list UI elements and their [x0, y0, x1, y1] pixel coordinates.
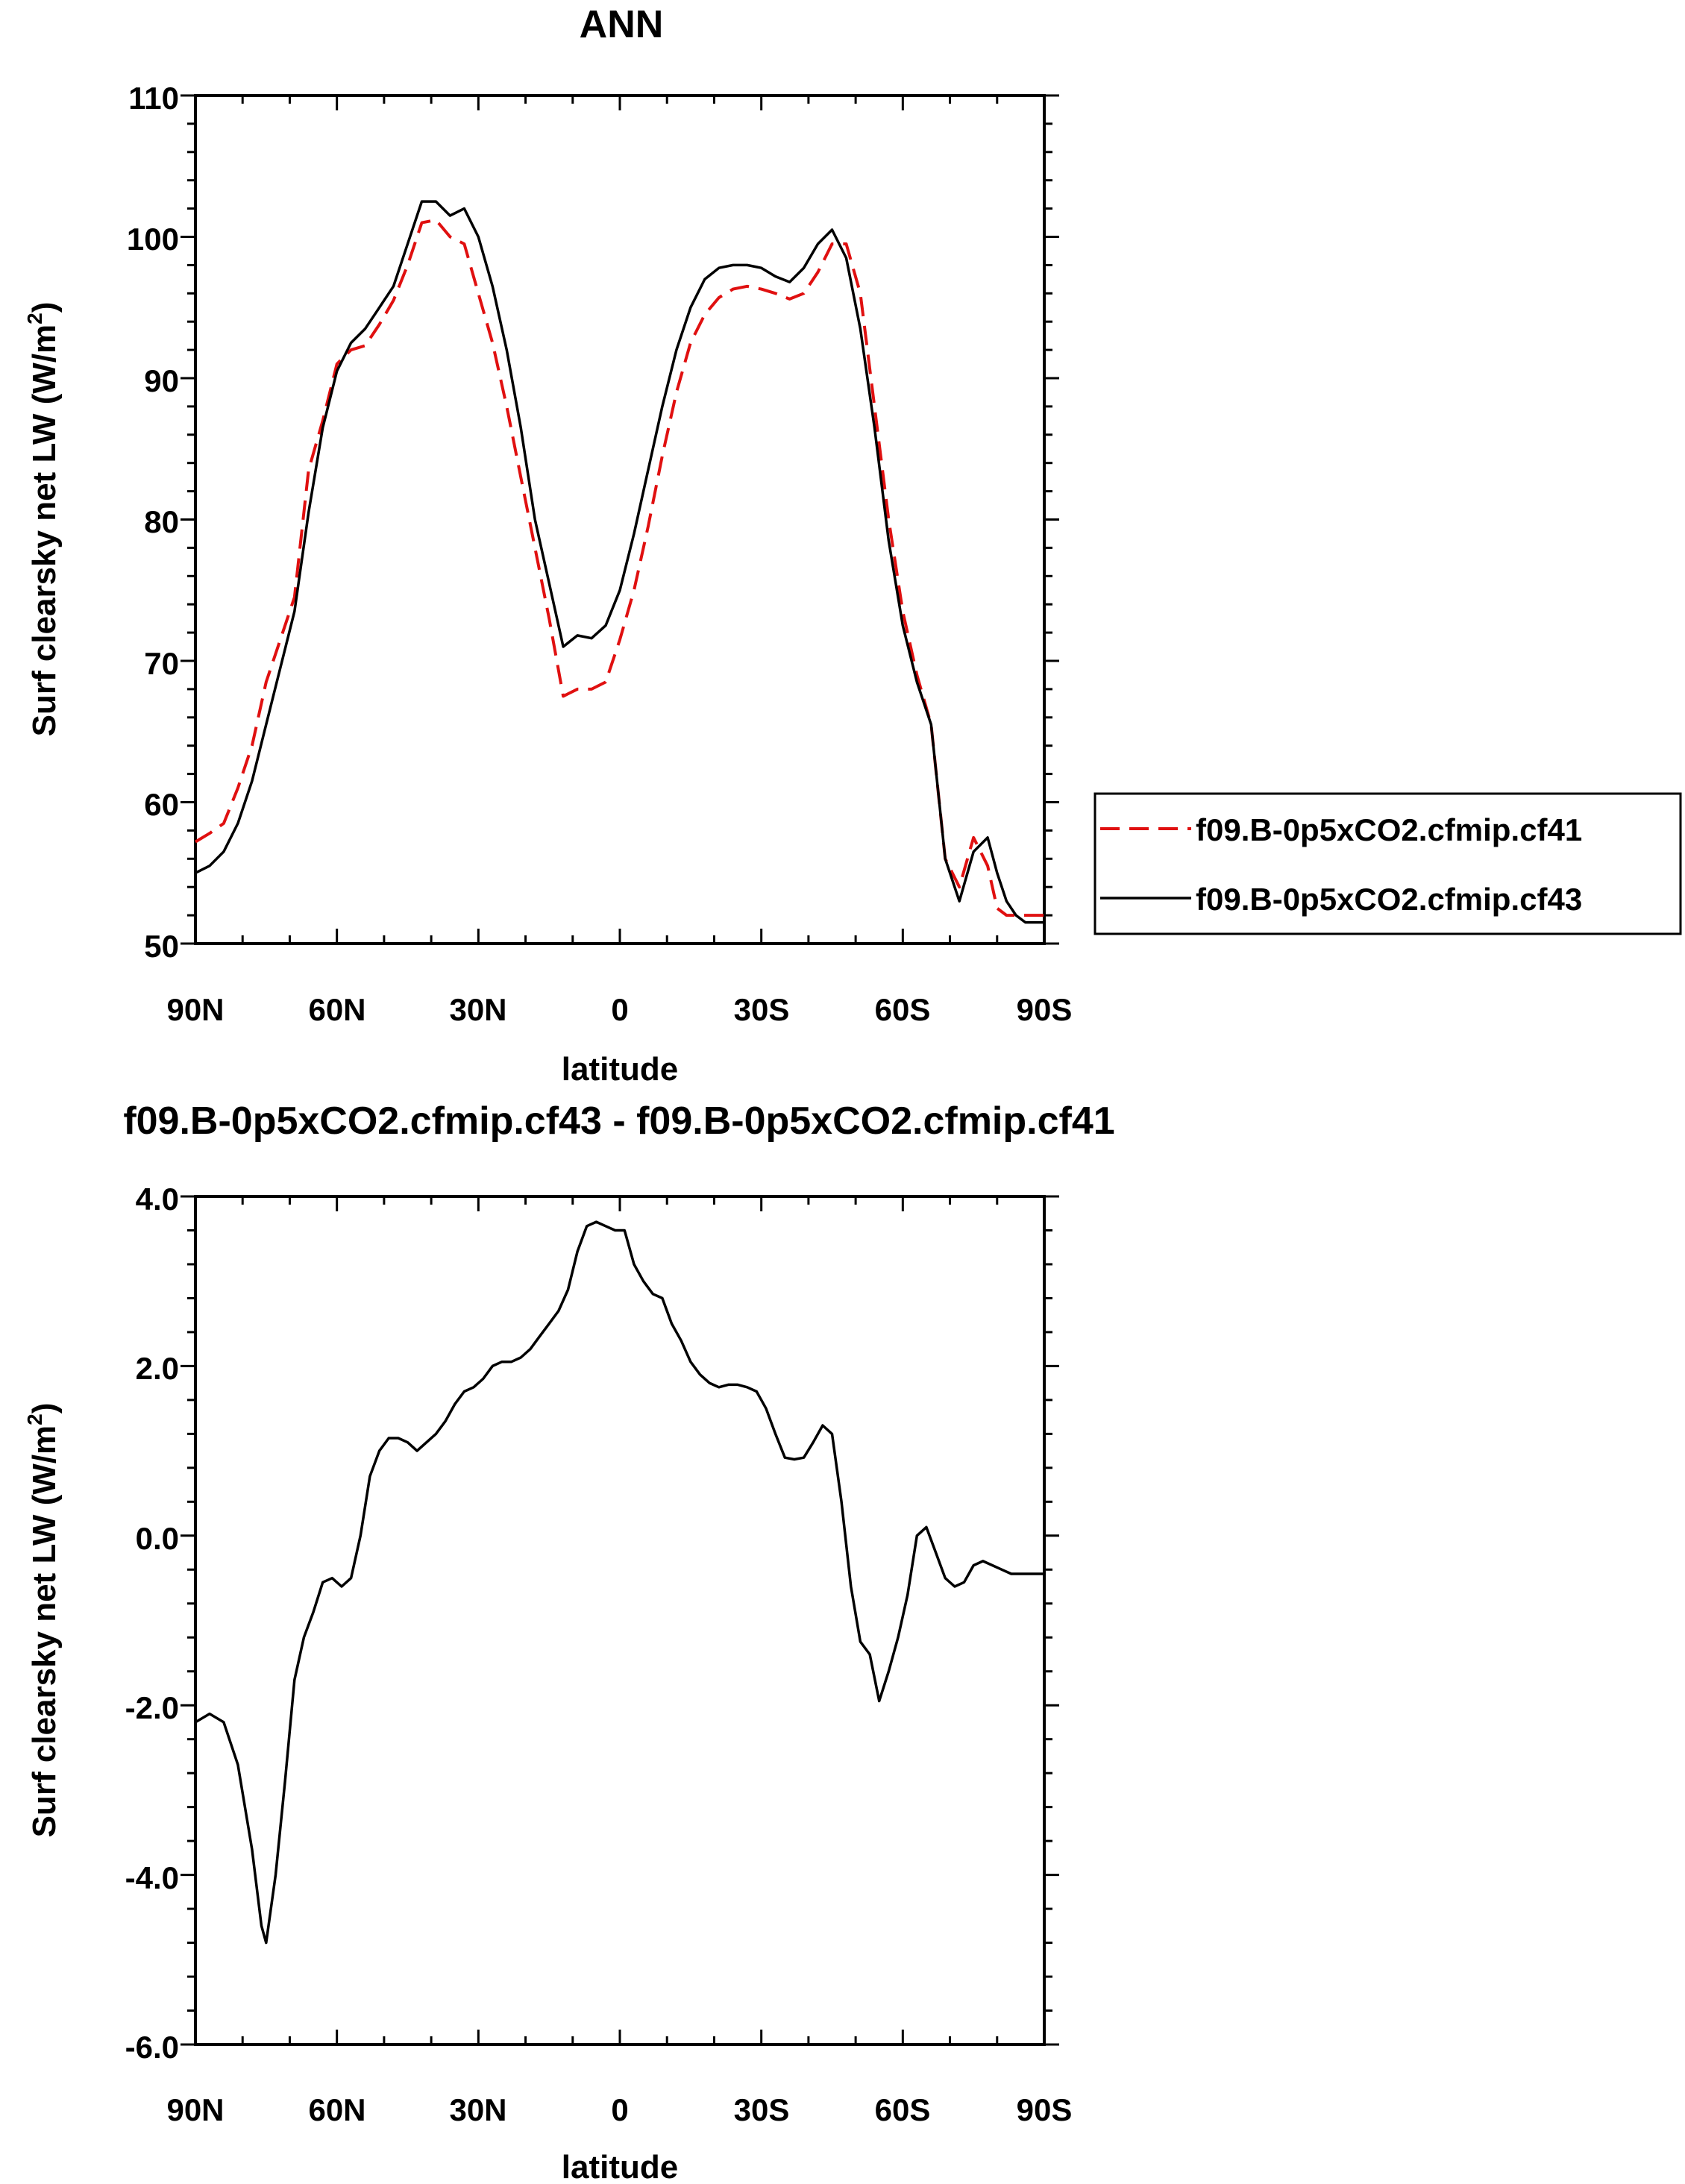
- top-xtick-label-30S: 30S: [734, 992, 790, 1027]
- top-ytick-label-110: 110: [128, 81, 179, 116]
- top-ytick-label-80: 80: [144, 504, 179, 539]
- top-xtick-label-30N: 30N: [449, 992, 506, 1027]
- bottom-xtick-label-60N: 60N: [308, 2092, 365, 2127]
- top-ytick-label-60: 60: [144, 787, 179, 822]
- top-chart-title: ANN: [580, 3, 664, 46]
- top-xtick-label-0: 0: [611, 992, 628, 1027]
- bottom-y-axis-label-sup: 2: [23, 1413, 46, 1425]
- bottom-chart-title: f09.B-0p5xCO2.cfmip.cf43 - f09.B-0p5xCO2…: [123, 1099, 1114, 1143]
- bottom-xtick-label-30S: 30S: [734, 2092, 790, 2127]
- top-plot-frame: [194, 94, 1046, 945]
- bottom-xtick-label-0: 0: [611, 2092, 628, 2127]
- legend-label-cf43: f09.B-0p5xCO2.cfmip.cf43: [1196, 882, 1582, 917]
- bottom-x-axis-label: latitude: [562, 2149, 678, 2184]
- bottom-ytick-label-m6: -6.0: [125, 2030, 179, 2065]
- top-ytick-label-70: 70: [144, 646, 179, 681]
- bottom-xtick-label-90N: 90N: [166, 2092, 224, 2127]
- bottom-ytick-label-m4: -4.0: [125, 1860, 179, 1895]
- bottom-xtick-label-30N: 30N: [449, 2092, 506, 2127]
- series-line-difference: [195, 1220, 1044, 1945]
- top-y-axis-label: Surf clearsky net LW (W/m2): [23, 302, 63, 737]
- bottom-y-axis-label-text: Surf clearsky net LW (W/m: [26, 1425, 63, 1838]
- top-xtick-label-60N: 60N: [308, 992, 365, 1027]
- series-line-cf41: [194, 218, 1044, 917]
- top-y-axis-label-close: ): [26, 302, 63, 313]
- bottom-ytick-label-0: 0.0: [136, 1521, 179, 1556]
- bottom-chart: f09.B-0p5xCO2.cfmip.cf43 - f09.B-0p5xCO2…: [23, 1099, 1115, 2184]
- bottom-y-axis-label-close: ): [26, 1403, 63, 1414]
- top-chart: ANN 110 100 90 80 70 60 50 90N 60N 30N 0…: [23, 3, 1682, 1088]
- legend-label-cf41: f09.B-0p5xCO2.cfmip.cf41: [1196, 812, 1582, 847]
- top-xtick-label-90N: 90N: [166, 992, 224, 1027]
- top-x-axis-label: latitude: [562, 1051, 678, 1088]
- top-y-axis-label-sup: 2: [23, 313, 46, 324]
- bottom-plot-frame: [194, 1195, 1046, 2046]
- bottom-ytick-label-m2: -2.0: [125, 1690, 179, 1725]
- bottom-xtick-label-60S: 60S: [875, 2092, 931, 2127]
- bottom-ytick-label-2: 2.0: [136, 1351, 179, 1386]
- legend-box: [1093, 792, 1682, 935]
- top-xtick-label-60S: 60S: [875, 992, 931, 1027]
- bottom-xtick-label-90S: 90S: [1017, 2092, 1073, 2127]
- top-ytick-label-90: 90: [144, 363, 179, 398]
- top-axis-ticks: [181, 94, 1059, 945]
- bottom-axis-ticks: [181, 1195, 1059, 2046]
- legend: f09.B-0p5xCO2.cfmip.cf41 f09.B-0p5xCO2.c…: [1093, 792, 1682, 935]
- top-xtick-label-90S: 90S: [1017, 992, 1073, 1027]
- bottom-ytick-label-4: 4.0: [136, 1182, 179, 1217]
- top-ytick-label-50: 50: [144, 929, 179, 964]
- top-ytick-label-100: 100: [127, 222, 179, 257]
- bottom-y-axis-label: Surf clearsky net LW (W/m2): [23, 1403, 63, 1838]
- top-y-axis-label-text: Surf clearsky net LW (W/m: [26, 324, 63, 737]
- series-line-cf43: [195, 200, 1044, 924]
